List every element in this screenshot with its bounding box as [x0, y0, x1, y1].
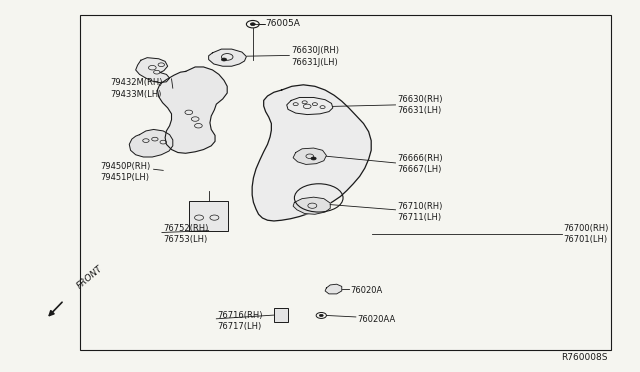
Polygon shape [136, 58, 170, 83]
Polygon shape [293, 148, 326, 164]
Circle shape [221, 58, 227, 61]
Text: 76630(RH)
76631(LH): 76630(RH) 76631(LH) [397, 95, 442, 115]
Text: 76700(RH)
76701(LH): 76700(RH) 76701(LH) [563, 224, 609, 244]
Circle shape [311, 157, 316, 160]
Text: FRONT: FRONT [76, 263, 105, 290]
Text: 76005A: 76005A [266, 19, 300, 28]
Text: 76752(RH)
76753(LH): 76752(RH) 76753(LH) [163, 224, 209, 244]
Text: 76716(RH)
76717(LH): 76716(RH) 76717(LH) [218, 311, 263, 331]
Circle shape [319, 314, 323, 317]
Text: 79450P(RH)
79451P(LH): 79450P(RH) 79451P(LH) [100, 162, 151, 182]
Text: 76710(RH)
76711(LH): 76710(RH) 76711(LH) [397, 202, 442, 222]
Bar [189, 201, 228, 231]
Polygon shape [129, 129, 173, 157]
Text: 76666(RH)
76667(LH): 76666(RH) 76667(LH) [397, 154, 442, 174]
Polygon shape [293, 197, 330, 214]
Polygon shape [157, 67, 227, 153]
Bar [274, 308, 288, 322]
Bar [80, 15, 611, 350]
Polygon shape [209, 49, 246, 66]
Text: R760008S: R760008S [561, 353, 608, 362]
Polygon shape [325, 284, 342, 294]
Text: 76020AA: 76020AA [357, 315, 396, 324]
Polygon shape [252, 85, 371, 221]
Text: 76020A: 76020A [351, 286, 383, 295]
Circle shape [250, 23, 255, 26]
Polygon shape [287, 97, 333, 115]
Text: 76630J(RH)
76631J(LH): 76630J(RH) 76631J(LH) [291, 46, 339, 67]
Text: 79432M(RH)
79433M(LH): 79432M(RH) 79433M(LH) [110, 78, 163, 99]
